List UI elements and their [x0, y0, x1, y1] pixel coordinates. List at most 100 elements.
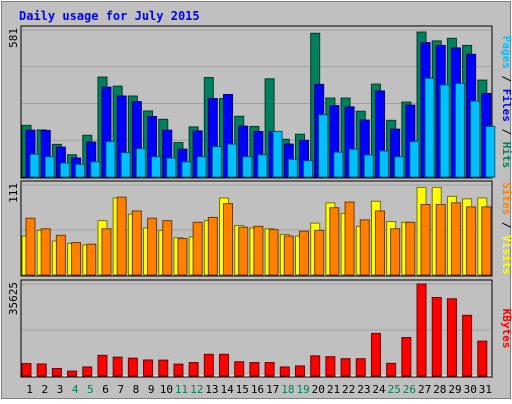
x-axis-tick-labels: 1 2 3 4 5 6 7 8 9 10 11 12 13 14 15 16 17 18 19 20 21 22 23 24 2…: [26, 383, 492, 396]
bar-kbytes-day-2: KBytes 2: 4650: [36, 363, 47, 377]
bar-kbytes-day-3: KBytes 3: 2900: [51, 368, 62, 377]
bar-sites-day-17: Sites 17: 56: [268, 229, 279, 276]
bar-sites-day-11: Sites 11: 45: [177, 238, 188, 276]
x-tick-label-29: 29: [448, 383, 461, 396]
bar-pages-day-29: Pages 29: 370: [454, 82, 465, 178]
bar-pages-day-7: Pages 7: 96: [120, 152, 131, 178]
x-tick-label-17: 17: [266, 383, 279, 396]
bar-pages-day-25: Pages 25: 80: [394, 156, 405, 178]
panel-series-label-part: KBytes: [500, 309, 512, 349]
x-tick-label-13: 13: [205, 383, 218, 396]
bar-sites-day-21: Sites 21: 83: [329, 207, 340, 276]
bar-pages-day-17: Pages 17: 180: [272, 130, 283, 178]
bar-sites-day-20: Sites 20: 55: [314, 229, 325, 276]
panel-series-label-part: /: [500, 69, 512, 89]
x-tick-label-11: 11: [175, 383, 188, 396]
panel-series-label: KBytes: [500, 309, 512, 349]
bar-sites-day-10: Sites 10: 67: [162, 220, 173, 276]
bar-sites-day-28: Sites 28: 87: [435, 203, 446, 276]
bar-kbytes-day-17: KBytes 17: 5200: [264, 362, 275, 377]
bar-sites-day-13: Sites 13: 71: [207, 216, 218, 276]
bar-kbytes-day-8: KBytes 8: 6900: [127, 357, 138, 377]
bar-sites-day-14: Sites 14: 88: [223, 203, 234, 276]
x-tick-label-10: 10: [160, 383, 173, 396]
bar-pages-day-26: Pages 26: 140: [409, 141, 420, 178]
bar-sites-day-1: Sites 1: 70: [25, 217, 36, 276]
x-tick-label-8: 8: [133, 383, 140, 396]
bar-kbytes-day-5: KBytes 5: 3500: [82, 366, 93, 377]
bar-kbytes-day-23: KBytes 23: 6700: [355, 358, 366, 377]
bar-pages-day-27: Pages 27: 390: [424, 77, 435, 178]
bar-kbytes-day-14: KBytes 14: 8400: [219, 353, 230, 377]
panel-max-label: 35625: [7, 282, 20, 315]
x-tick-label-18: 18: [281, 383, 294, 396]
bar-kbytes-day-28: KBytes 28: 30400: [431, 296, 442, 377]
x-tick-label-16: 16: [251, 383, 264, 396]
x-tick-label-4: 4: [72, 383, 79, 396]
x-tick-label-7: 7: [117, 383, 124, 396]
x-tick-label-14: 14: [220, 383, 234, 396]
panel-max-label: 581: [7, 28, 20, 48]
chart-panels: 581 Pages / Files / HitsHits 1: 204Hits 2…: [7, 25, 512, 378]
panel-max-label: 111: [7, 183, 20, 203]
x-tick-label-6: 6: [102, 383, 109, 396]
panel-series-label-part: Files: [500, 89, 512, 122]
bar-sites-day-26: Sites 26: 65: [405, 221, 416, 276]
series-pages: Pages 1: 90 Pages 2: 80 Pages 3: 55 Pages 4…: [29, 77, 496, 178]
bar-pages-day-13: Pages 13: 120: [211, 146, 222, 178]
bar-kbytes-day-26: KBytes 26: 14900: [401, 337, 412, 377]
bar-pages-day-22: Pages 22: 110: [348, 148, 359, 178]
chart-title: Daily usage for July 2015: [19, 9, 200, 23]
x-tick-label-3: 3: [57, 383, 64, 396]
bar-sites-day-2: Sites 2: 57: [40, 228, 51, 276]
x-tick-label-27: 27: [418, 383, 431, 396]
panel-series-label-part: /: [500, 122, 512, 142]
panel-series-label-part: /: [500, 215, 512, 235]
bar-kbytes-day-19: KBytes 19: 3900: [294, 365, 305, 377]
x-tick-label-19: 19: [296, 383, 309, 396]
bar-sites-day-9: Sites 9: 70: [147, 217, 158, 276]
series-sites: Sites 1: 70 Sites 2: 57 Sites 3: 49 Sites 4…: [25, 196, 492, 276]
x-tick-label-31: 31: [479, 383, 492, 396]
x-tick-label-12: 12: [190, 383, 203, 396]
x-tick-label-30: 30: [464, 383, 477, 396]
x-tick-label-2: 2: [41, 383, 48, 396]
bar-sites-day-30: Sites 30: 84: [466, 206, 477, 276]
bar-sites-day-29: Sites 29: 89: [450, 202, 461, 276]
bar-pages-day-6: Pages 6: 140: [105, 141, 116, 178]
bar-kbytes-day-10: KBytes 10: 6150: [158, 359, 169, 377]
bar-kbytes-day-15: KBytes 15: 5500: [234, 361, 245, 377]
x-tick-label-1: 1: [26, 383, 33, 396]
bar-pages-day-1: Pages 1: 90: [29, 153, 40, 178]
bar-kbytes-day-9: KBytes 9: 6200: [143, 359, 154, 377]
panel-top: 581 Pages / Files / HitsHits 1: 204Hits 2…: [7, 25, 512, 179]
panel-series-label: Sites / Visits: [500, 182, 512, 275]
bar-sites-day-5: Sites 5: 38: [86, 243, 97, 276]
bar-kbytes-day-4: KBytes 4: 1900: [67, 370, 78, 377]
panel-bottom: 35625KBytesKBytes 1: 4800KBytes 2: 4650K…: [7, 279, 512, 378]
bar-pages-day-31: Pages 31: 200: [485, 125, 496, 178]
bar-pages-day-30: Pages 30: 300: [470, 100, 481, 178]
bar-pages-day-14: Pages 14: 130: [227, 143, 238, 178]
bar-sites-day-18: Sites 18: 48: [283, 235, 294, 276]
panel-series-label-part: Sites: [500, 182, 512, 215]
bar-pages-day-12: Pages 12: 80: [196, 156, 207, 178]
x-tick-label-21: 21: [327, 383, 340, 396]
x-tick-label-28: 28: [433, 383, 446, 396]
x-tick-label-22: 22: [342, 383, 355, 396]
bar-sites-day-27: Sites 27: 87: [420, 203, 431, 276]
bar-sites-day-25: Sites 25: 57: [390, 228, 401, 276]
bar-sites-day-7: Sites 7: 96: [116, 196, 127, 276]
x-tick-label-9: 9: [148, 383, 155, 396]
bar-kbytes-day-13: KBytes 13: 8400: [203, 353, 214, 377]
x-tick-label-20: 20: [312, 383, 325, 396]
bar-pages-day-4: Pages 4: 50: [75, 163, 86, 178]
bar-kbytes-day-18: KBytes 18: 3500: [279, 366, 290, 377]
bar-kbytes-day-25: KBytes 25: 4900: [386, 362, 397, 377]
bar-sites-day-12: Sites 12: 65: [192, 221, 203, 276]
bar-kbytes-day-12: KBytes 12: 5200: [188, 362, 199, 377]
bar-pages-day-19: Pages 19: 64: [302, 160, 313, 178]
bar-kbytes-day-31: KBytes 31: 13500: [477, 340, 488, 377]
